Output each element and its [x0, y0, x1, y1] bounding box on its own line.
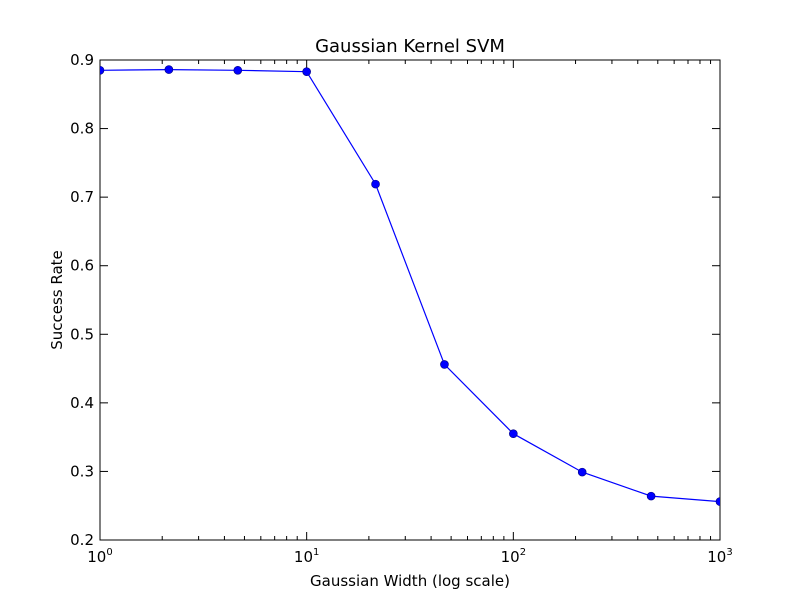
x-tick-exponent: 0 — [106, 547, 112, 558]
x-tick-label: 103 — [707, 547, 732, 566]
series-group — [100, 65, 720, 506]
data-point — [577, 467, 587, 477]
x-tick-base: 10 — [294, 548, 313, 566]
data-point — [371, 179, 380, 189]
y-axis-label: Success Rate — [48, 250, 66, 350]
y-tick-label: 0.3 — [70, 462, 94, 480]
y-tick-label: 0.9 — [70, 51, 94, 69]
y-tick-label: 0.4 — [70, 394, 94, 412]
data-point — [100, 65, 105, 75]
y-tick-label: 0.5 — [70, 325, 94, 343]
data-point — [302, 67, 311, 76]
data-point — [233, 65, 243, 75]
chart-title: Gaussian Kernel SVM — [315, 36, 505, 57]
x-tick-label: 102 — [501, 547, 526, 566]
data-point — [646, 491, 656, 501]
x-tick-exponent: 1 — [313, 547, 319, 558]
y-tick-label: 0.2 — [70, 531, 94, 549]
x-axis-label: Gaussian Width (log scale) — [310, 572, 510, 590]
y-tick-label: 0.6 — [70, 257, 94, 275]
y-tick-label: 0.8 — [70, 120, 94, 138]
x-tick-base: 10 — [87, 548, 106, 566]
y-tick-label: 0.7 — [70, 188, 94, 206]
data-point — [440, 360, 449, 369]
x-tick-label: 101 — [294, 547, 319, 566]
x-tick-label: 100 — [87, 547, 112, 566]
plot-frame — [99, 59, 721, 541]
x-tick-exponent: 2 — [520, 547, 526, 558]
x-tick-exponent: 3 — [726, 547, 732, 558]
x-tick-base: 10 — [707, 548, 726, 566]
series-line — [100, 68, 720, 503]
data-point — [164, 65, 174, 74]
data-point — [509, 429, 518, 439]
data-point — [715, 497, 720, 506]
x-tick-base: 10 — [501, 548, 520, 566]
